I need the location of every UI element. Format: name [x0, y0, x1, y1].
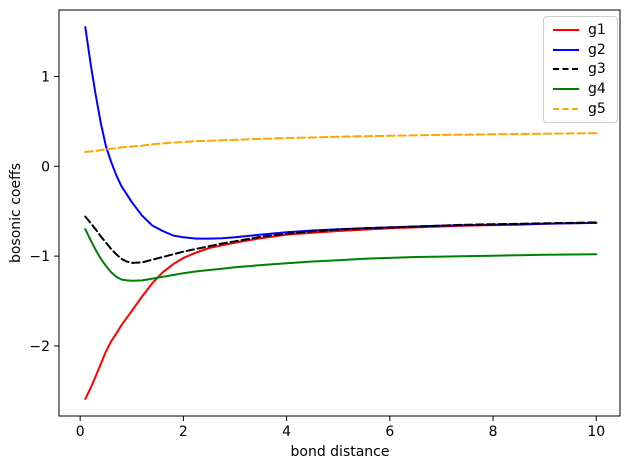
legend-label-g5: g5 — [588, 101, 606, 118]
legend-label-g4: g4 — [588, 81, 606, 98]
legend-line-sample-g4 — [553, 88, 579, 91]
x-axis-label: bond distance — [291, 444, 390, 460]
x-tick-label: 10 — [587, 424, 605, 440]
legend-label-g1: g1 — [588, 21, 606, 38]
legend-line-sample-g2 — [553, 48, 579, 51]
x-tick-label: 0 — [76, 424, 85, 440]
series-line-g4 — [84, 228, 598, 282]
legend-line-sample-g1 — [553, 28, 579, 31]
y-tick-label: 0 — [41, 159, 50, 175]
legend-label-g2: g2 — [588, 41, 606, 58]
y-tick-label: 1 — [41, 69, 50, 85]
x-tick-label: 4 — [282, 424, 291, 440]
series-line-g5 — [84, 132, 598, 153]
legend-item-g1: g1 — [553, 23, 610, 37]
legend-label-g3: g3 — [588, 61, 606, 78]
legend-item-g3: g3 — [553, 62, 610, 76]
x-tick-label: 2 — [179, 424, 188, 440]
y-tick-label: −2 — [29, 339, 50, 355]
legend-item-g2: g2 — [553, 43, 610, 57]
series-line-g1 — [84, 221, 598, 400]
legend-line-sample-g5 — [553, 108, 579, 111]
legend-item-g5: g5 — [553, 102, 610, 116]
legend-item-g4: g4 — [553, 82, 610, 96]
plot-border — [58, 9, 621, 417]
y-tick-label: −1 — [29, 249, 50, 265]
series-line-g3 — [84, 215, 598, 264]
x-tick-label: 6 — [385, 424, 394, 440]
x-tick-label: 8 — [489, 424, 498, 440]
series-line-g2 — [84, 26, 598, 240]
legend-line-sample-g3 — [553, 68, 579, 71]
legend: g1 g2 g3 g4 g5 — [543, 16, 618, 123]
y-axis-label: bosonic coeffs — [8, 163, 24, 263]
